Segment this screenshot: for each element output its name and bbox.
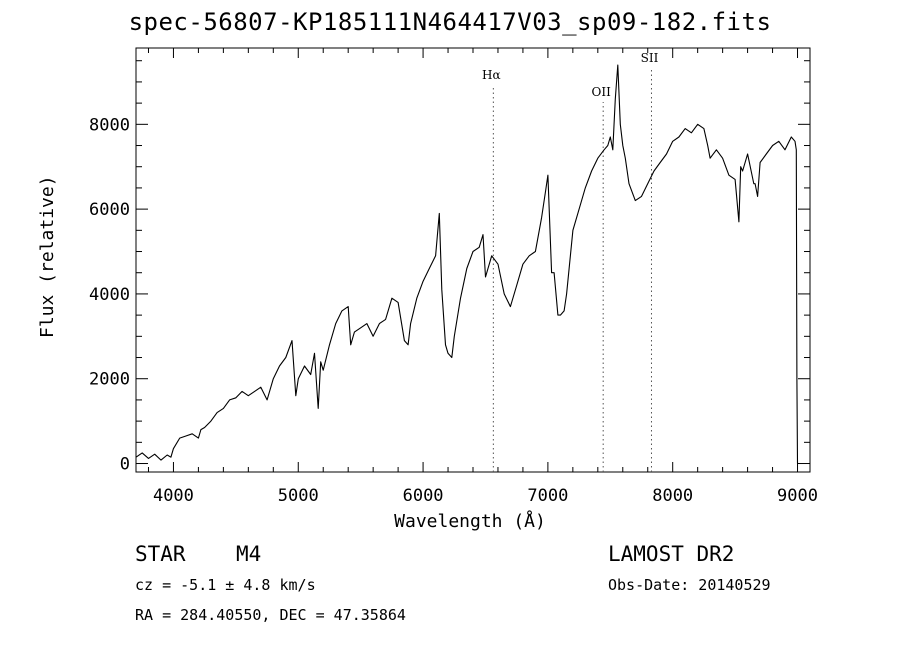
y-axis-label: Flux (relative)	[37, 175, 58, 338]
redshift-cz: cz = -5.1 ± 4.8 km/s	[135, 576, 316, 594]
y-tick-label: 0	[120, 455, 130, 475]
plot-frame	[135, 47, 811, 473]
x-tick-label: 9000	[777, 486, 818, 506]
y-tick-label: 8000	[89, 115, 130, 135]
x-tick-label: 4000	[153, 486, 194, 506]
obs-date: Obs-Date: 20140529	[608, 576, 771, 594]
y-tick-label: 2000	[89, 370, 130, 390]
line-marker-label: Hα	[482, 68, 501, 82]
ra-dec: RA = 284.40550, DEC = 47.35864	[135, 606, 406, 624]
object-class: STAR	[135, 542, 186, 566]
axis-tick-labels: 4000 5000 6000 7000 8000 9000 0 2000 4000 6000 800…	[89, 115, 818, 506]
x-tick-label: 6000	[403, 486, 444, 506]
emission-line-markers: Hα OII SII	[482, 51, 659, 472]
axis-ticks	[136, 48, 810, 472]
chart-title: spec-56807-KP185111N464417V03_sp09-182.f…	[128, 8, 772, 36]
survey-name: LAMOST DR2	[608, 542, 735, 566]
x-tick-label: 7000	[527, 486, 568, 506]
y-tick-label: 4000	[89, 285, 130, 305]
x-tick-label: 8000	[652, 486, 693, 506]
x-axis-label: Wavelength (Å)	[394, 511, 546, 532]
y-tick-label: 6000	[89, 200, 130, 220]
line-marker-label: SII	[641, 51, 659, 65]
x-tick-label: 5000	[278, 486, 319, 506]
object-subclass: M4	[236, 542, 262, 566]
line-marker-label: OII	[592, 85, 612, 99]
spectrum-line	[135, 64, 799, 464]
